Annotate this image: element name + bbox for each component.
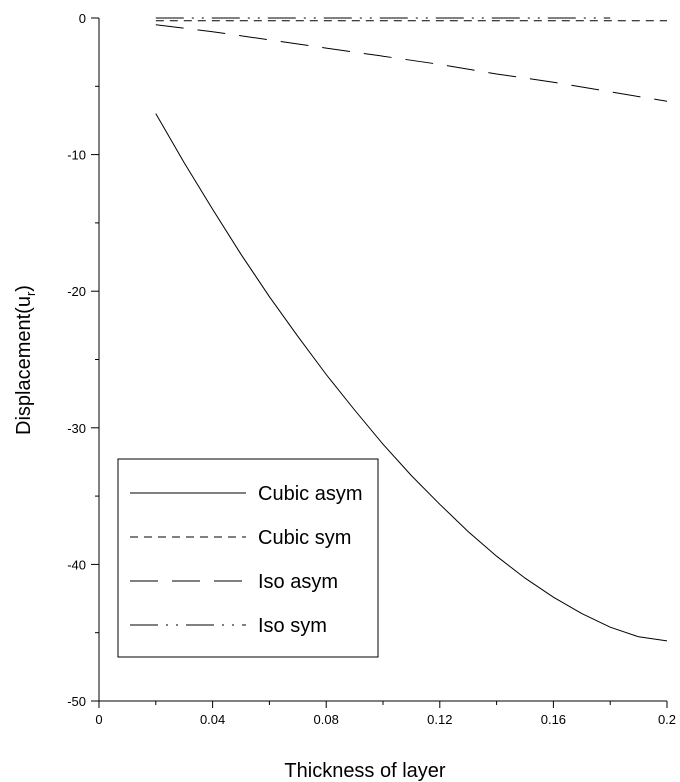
series-lines [155, 17, 668, 642]
y-tick-label: -50 [67, 694, 86, 709]
y-axis-title-close: ) [13, 285, 35, 292]
series-line-cubic-asym [155, 113, 668, 642]
svg-text:Displacement(ur): Displacement(ur) [13, 285, 38, 435]
y-axis-title-main: Displacement(u [13, 296, 35, 435]
legend-label-cubic-asym: Cubic asym [258, 483, 362, 505]
x-tick-label: 0.08 [314, 712, 339, 727]
y-tick-label: -10 [67, 148, 86, 163]
x-tick-label: 0.16 [541, 712, 566, 727]
legend: Cubic asym Cubic sym Iso asym Iso sym [117, 458, 379, 658]
y-tick-label: -30 [67, 421, 86, 436]
x-tick-label: 0.12 [427, 712, 452, 727]
x-tick-label: 0.2 [658, 712, 676, 727]
y-tick-label: -40 [67, 557, 86, 572]
legend-label-cubic-sym: Cubic sym [258, 527, 351, 549]
y-tick-label: 0 [79, 11, 86, 26]
legend-entries: Cubic asym Cubic sym Iso asym Iso sym [130, 483, 362, 637]
legend-box [117, 458, 379, 658]
series-line-iso-asym [155, 24, 668, 102]
tick-labels: 0 0.04 0.08 0.12 0.16 0.2 0 -10 -20 -30 -40 -50 [67, 11, 676, 727]
x-axis-title: Thickness of layer [284, 760, 446, 782]
legend-label-iso-asym: Iso asym [258, 571, 338, 593]
x-tick-label: 0 [95, 712, 102, 727]
x-tick-label: 0.04 [200, 712, 225, 727]
y-axis-title-sub: r [23, 291, 38, 296]
ticks [91, 17, 668, 708]
y-axis-title: Displacement(ur) [13, 285, 38, 435]
y-tick-label: -20 [67, 284, 86, 299]
legend-label-iso-sym: Iso sym [258, 615, 327, 637]
